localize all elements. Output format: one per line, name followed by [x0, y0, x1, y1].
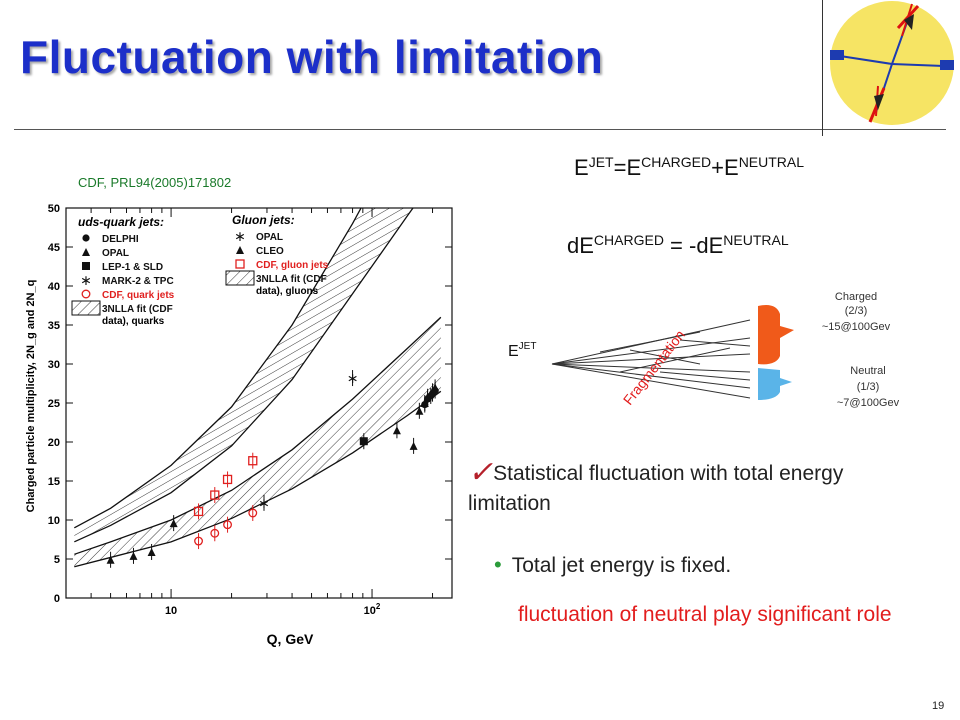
x-axis-label: Q, GeV	[267, 631, 314, 647]
charged-label-2: (2/3)	[845, 305, 868, 317]
data-point	[392, 426, 401, 435]
multiplicity-chart: ∗ ∗ 0 5 10 15 20 25 30 35 40 45 50 10 102 uds-quark je…	[25, 203, 453, 647]
y-tick-label: 20	[48, 437, 60, 449]
red-bullet-text: fluctuation of neutral play significant …	[518, 603, 892, 626]
legend-gluon-marker	[235, 259, 245, 269]
legend-quark-label: LEP-1 & SLD	[102, 262, 163, 273]
x-tick-label: 102	[364, 602, 381, 617]
quark-band-upper	[74, 316, 442, 555]
page-number: 19	[932, 700, 945, 712]
legend-quark-marker	[82, 262, 90, 270]
sub-bullet-text: Total jet energy is fixed.	[511, 554, 732, 577]
data-point	[223, 520, 233, 530]
y-tick-label: 45	[48, 242, 60, 254]
data-point	[210, 528, 220, 538]
legend-quark-marker	[82, 248, 90, 256]
y-tick-label: 0	[54, 593, 60, 605]
legend-gluon-heading: Gluon jets:	[232, 213, 295, 227]
charged-label-1: Charged	[835, 291, 877, 303]
y-tick-label: 25	[48, 398, 60, 410]
energy-equation: EJET=ECHARGED+ENEUTRAL	[574, 154, 805, 180]
legend-quark-heading: uds-quark jets:	[78, 215, 164, 229]
sub-bullet: • Total jet energy is fixed.	[494, 552, 731, 578]
check-icon: ✓	[468, 456, 494, 489]
legend-gluon-label-cont: data), gluons	[256, 286, 319, 297]
legend-gluon-label: CLEO	[256, 246, 284, 257]
differential-equation: dECHARGED = -dENEUTRAL	[567, 232, 789, 258]
title-divider	[14, 129, 946, 130]
data-point	[359, 437, 368, 446]
legend-gluon-label: OPAL	[256, 232, 283, 243]
fragmentation-diagram: EJET Fragmentation Charged (2/3) ~15@100…	[508, 291, 900, 409]
data-point	[210, 490, 220, 500]
title-vertical-divider	[822, 0, 823, 136]
legend-quark-label: DELPHI	[102, 234, 139, 245]
quark-band	[74, 317, 441, 567]
legend-gluon-marker	[225, 270, 255, 286]
data-point: ∗	[258, 495, 270, 511]
data-point	[421, 400, 429, 409]
gluon-band	[74, 208, 413, 542]
legend-gluon-marker	[236, 246, 244, 254]
bullet-dot-icon: •	[494, 552, 502, 577]
legend-quark-label: CDF, quark jets	[102, 290, 175, 301]
legend-quark-label: OPAL	[102, 248, 129, 259]
neutral-label-2: (1/3)	[857, 381, 880, 393]
y-tick-label: 10	[48, 515, 60, 527]
data-point	[415, 406, 424, 415]
gluon-band-lower	[74, 208, 414, 543]
data-point	[147, 547, 156, 556]
neutral-label-3: ~7@100Gev	[837, 397, 900, 409]
legend-gluon-label: CDF, gluon jets	[256, 260, 329, 271]
legend-quark-label: 3NLLA fit (CDF	[102, 304, 173, 315]
y-tick-label: 50	[48, 203, 60, 215]
gluon-band-upper	[74, 208, 362, 529]
legend-quark-marker	[82, 234, 90, 242]
main-bullet: ✓Statistical fluctuation with total ener…	[468, 458, 908, 519]
data-point	[169, 519, 178, 528]
data-point	[222, 474, 233, 485]
y-tick-label: 40	[48, 281, 60, 293]
legend-gluon-marker: ∗	[234, 228, 246, 244]
jet-event-logo	[830, 1, 954, 125]
data-point	[194, 536, 204, 546]
data-point	[409, 441, 418, 450]
data-point	[193, 506, 204, 517]
data-point	[129, 551, 138, 560]
neutral-bucket	[758, 368, 792, 400]
citation: CDF, PRL94(2005)171802	[78, 175, 232, 190]
charged-bucket	[758, 305, 794, 365]
neutral-label-1: Neutral	[850, 365, 885, 377]
red-bullet: fluctuation of neutral play significant …	[518, 598, 898, 632]
ejet-label: EJET	[508, 341, 536, 360]
charged-label-3: ~15@100Gev	[822, 321, 891, 333]
x-tick-label: 10	[165, 605, 177, 617]
quark-band-lower	[74, 390, 442, 568]
data-point	[106, 555, 115, 564]
legend-quark-marker	[71, 300, 101, 316]
y-tick-label: 35	[48, 320, 60, 332]
y-axis-label: Charged particle multiplicity, 2N_g and …	[25, 280, 37, 513]
legend-quark-label-cont: data), quarks	[102, 316, 165, 327]
legend-gluon-label: 3NLLA fit (CDF	[256, 274, 327, 285]
y-tick-label: 5	[54, 554, 60, 566]
data-point: ∗	[347, 370, 359, 386]
legend-quark-marker: ∗	[80, 272, 92, 288]
main-bullet-text: Statistical fluctuation with total energ…	[468, 462, 844, 515]
y-tick-label: 30	[48, 359, 60, 371]
data-point	[248, 456, 258, 466]
data-point	[431, 386, 439, 395]
legend-quark-label: MARK-2 & TPC	[102, 276, 174, 287]
slide-title: Fluctuation with limitation	[20, 31, 604, 83]
legend-quark-marker	[81, 289, 91, 299]
y-tick-label: 15	[48, 476, 60, 488]
data-point	[248, 508, 258, 518]
